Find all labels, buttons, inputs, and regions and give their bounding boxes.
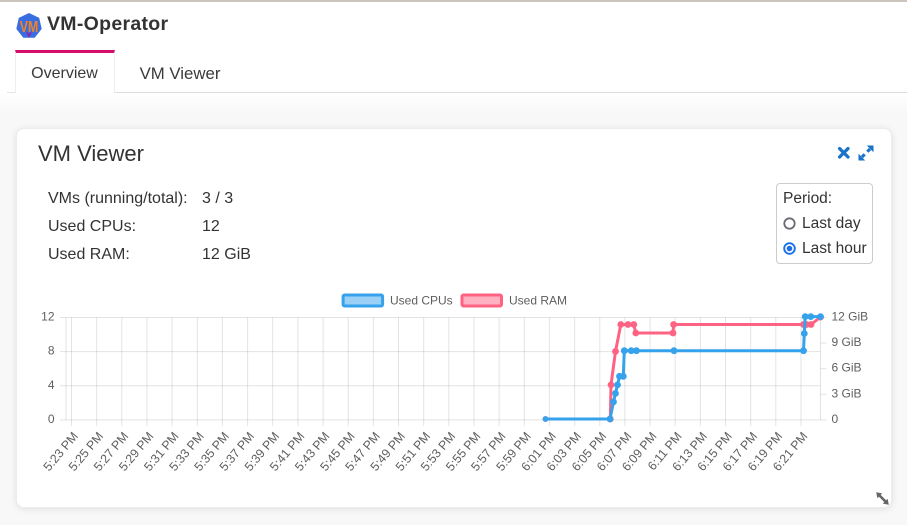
svg-text:8: 8 xyxy=(48,344,55,358)
svg-text:9 GiB: 9 GiB xyxy=(832,335,862,349)
svg-text:Used CPUs: Used CPUs xyxy=(390,294,453,308)
svg-text:12: 12 xyxy=(41,310,55,324)
svg-text:0: 0 xyxy=(832,412,839,426)
svg-text:4: 4 xyxy=(48,378,55,392)
svg-text:Used RAM: Used RAM xyxy=(509,294,567,308)
svg-text:6 GiB: 6 GiB xyxy=(832,361,862,375)
svg-text:VM: VM xyxy=(20,19,39,36)
svg-text:0: 0 xyxy=(48,412,55,426)
svg-text:3 GiB: 3 GiB xyxy=(832,386,862,400)
svg-text:12 GiB: 12 GiB xyxy=(832,310,869,324)
